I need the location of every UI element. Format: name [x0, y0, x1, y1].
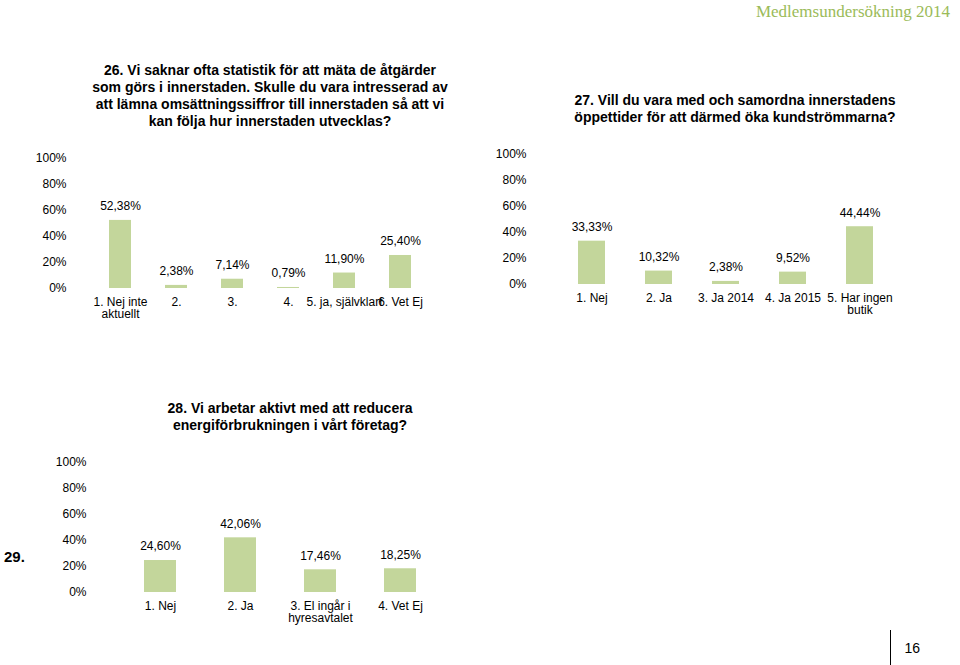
svg-text:2.: 2.	[171, 295, 181, 309]
svg-text:1. Nej: 1. Nej	[576, 291, 607, 305]
svg-text:80%: 80%	[42, 177, 66, 191]
svg-text:20%: 20%	[62, 559, 86, 573]
svg-text:9,52%: 9,52%	[776, 251, 810, 265]
svg-text:40%: 40%	[42, 229, 66, 243]
svg-text:60%: 60%	[42, 203, 66, 217]
svg-text:6. Vet Ej: 6. Vet Ej	[378, 295, 423, 309]
svg-text:100%: 100%	[496, 147, 527, 161]
svg-text:40%: 40%	[62, 533, 86, 547]
html-text:29.: 29.	[4, 548, 25, 565]
svg-text:80%: 80%	[62, 481, 86, 495]
svg-text:20%: 20%	[42, 255, 66, 269]
svg-text:100%: 100%	[36, 151, 67, 165]
svg-text:0%: 0%	[49, 281, 67, 295]
svg-text:18,25%: 18,25%	[380, 548, 421, 562]
svg-text:80%: 80%	[502, 173, 526, 187]
svg-text:0%: 0%	[69, 585, 87, 599]
svg-text:2. Ja: 2. Ja	[227, 599, 253, 613]
svg-text:60%: 60%	[502, 199, 526, 213]
svg-text:52,38%: 52,38%	[100, 199, 141, 213]
svg-text:40%: 40%	[502, 225, 526, 239]
svg-text:10,32%: 10,32%	[639, 250, 680, 264]
svg-text:20%: 20%	[502, 251, 526, 265]
svg-text:2,38%: 2,38%	[159, 264, 193, 278]
svg-text:0,79%: 0,79%	[271, 266, 305, 280]
svg-text:44,44%: 44,44%	[840, 206, 881, 220]
svg-text:3. Ja 2014: 3. Ja 2014	[698, 291, 754, 305]
svg-text:100%: 100%	[56, 455, 87, 469]
svg-text:60%: 60%	[62, 507, 86, 521]
svg-text:4.: 4.	[283, 295, 293, 309]
html-text:16: 16	[904, 640, 920, 656]
svg-text:0%: 0%	[509, 277, 527, 291]
html-text:27. Vill du vara med och samor: 27. Vill du vara med och samordna inners…	[574, 92, 896, 125]
svg-text:24,60%: 24,60%	[140, 539, 181, 553]
svg-text:5. ja, självklart: 5. ja, självklart	[306, 295, 383, 309]
svg-text:1. Nej inteaktuellt: 1. Nej inteaktuellt	[93, 295, 147, 321]
svg-text:25,40%: 25,40%	[380, 234, 421, 248]
svg-text:33,33%: 33,33%	[572, 220, 613, 234]
svg-text:2,38%: 2,38%	[709, 260, 743, 274]
svg-text:3. El ingår ihyresavtalet: 3. El ingår ihyresavtalet	[288, 599, 353, 625]
svg-text:5. Har ingenbutik: 5. Har ingenbutik	[827, 291, 892, 317]
html-text:26. Vi saknar ofta statistik f: 26. Vi saknar ofta statistik för att mät…	[92, 62, 448, 129]
html-text:Medlemsundersökning 2014: Medlemsundersökning 2014	[755, 2, 950, 21]
svg-text:4. Vet Ej: 4. Vet Ej	[378, 599, 423, 613]
svg-text:2. Ja: 2. Ja	[646, 291, 672, 305]
svg-text:11,90%: 11,90%	[325, 252, 365, 266]
svg-text:7,14%: 7,14%	[215, 258, 249, 272]
svg-text:17,46%: 17,46%	[300, 549, 341, 563]
svg-text:3.: 3.	[227, 295, 237, 309]
svg-text:42,06%: 42,06%	[220, 517, 261, 531]
svg-text:4. Ja 2015: 4. Ja 2015	[765, 291, 821, 305]
svg-text:1. Nej: 1. Nej	[145, 599, 176, 613]
html-text:28. Vi arbetar aktivt med att: 28. Vi arbetar aktivt med att reducera e…	[167, 400, 413, 433]
